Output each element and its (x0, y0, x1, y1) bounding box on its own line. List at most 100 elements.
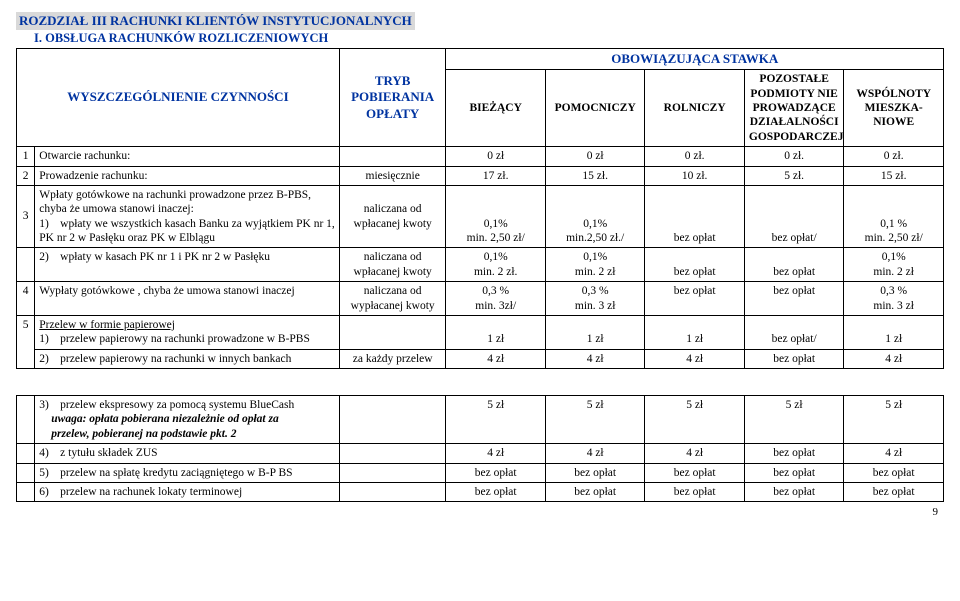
rate-cell: 0,1% min. 2 zł. (446, 248, 545, 282)
rate-cell: 0 zł. (844, 147, 944, 166)
row-num: 5 (17, 315, 35, 368)
table-row: 3) przelew ekspresowy za pomocą systemu … (17, 396, 944, 444)
spacer-row (17, 369, 944, 396)
rate-cell: 15 zł. (844, 166, 944, 185)
rate-cell: bez opłat (844, 482, 944, 501)
rate-cell: 0 zł (446, 147, 545, 166)
row-desc: 3) przelew ekspresowy za pomocą systemu … (35, 396, 340, 444)
rate-cell: 1 zł (645, 315, 744, 349)
row-mode (339, 315, 446, 349)
table-row: 2) przelew papierowy na rachunki w innyc… (17, 349, 944, 368)
rate-cell: bez opłat (446, 482, 545, 501)
header-pomocniczy: POMOCNICZY (545, 70, 644, 147)
rate-cell: 4 zł (645, 444, 744, 463)
row-mode: za każdy przelew (339, 349, 446, 368)
rate-cell: bez opłat (545, 463, 644, 482)
rate-cell: 0,3 % min. 3 zł (545, 282, 644, 316)
rate-cell: 4 zł (446, 444, 545, 463)
rate-cell: bez opłat (645, 185, 744, 248)
sub3-note-line2: przelew, pobieranej na podstawie pkt. 2 (51, 428, 236, 440)
row-num: 4 (17, 282, 35, 316)
sub-num: 1) (39, 217, 57, 231)
rate-cell: 0 zł (545, 147, 644, 166)
sub-desc: przelew papierowy na rachunki prowadzone… (60, 333, 310, 345)
row-mode: naliczana od wpłacanej kwoty (339, 185, 446, 248)
row-mode (339, 147, 446, 166)
rate-cell: bez opłat (744, 444, 843, 463)
page-number: 9 (16, 506, 944, 518)
rate-cell: 15 zł. (545, 166, 644, 185)
rate-cell: bez opłat (844, 463, 944, 482)
row-desc: Przelew w formie papierowej 1) przelew p… (35, 315, 340, 349)
section-title: ROZDZIAŁ III RACHUNKI KLIENTÓW INSTYTUCJ… (16, 12, 415, 30)
header-group: OBOWIĄZUJĄCA STAWKA (446, 49, 944, 70)
row-desc: Prowadzenie rachunku: (35, 166, 340, 185)
rate-cell: 0,1 % min. 2,50 zł/ (844, 185, 944, 248)
sub-num: 2) (39, 352, 57, 366)
row3-intro: Wpłaty gotówkowe na rachunki prowadzone … (39, 189, 311, 215)
row-desc: 2) przelew papierowy na rachunki w innyc… (35, 349, 340, 368)
row-num (17, 463, 35, 482)
sub-desc: z tytułu składek ZUS (60, 447, 157, 459)
rate-cell: 0,3 % min. 3zł/ (446, 282, 545, 316)
table-row: 6) przelew na rachunek lokaty terminowej… (17, 482, 944, 501)
rate-cell: bez opłat (645, 482, 744, 501)
rate-cell: bez opłat (645, 248, 744, 282)
sub-title: I. OBSŁUGA RACHUNKÓW ROZLICZENIOWYCH (34, 31, 944, 46)
row-mode (339, 482, 446, 501)
row-num (17, 396, 35, 444)
row-mode (339, 396, 446, 444)
row-num (17, 482, 35, 501)
sub-desc: wpłaty we wszystkich kasach Banku za wyj… (39, 218, 335, 244)
row5-title: Przelew w formie papierowej (39, 319, 175, 331)
table-row: 2 Prowadzenie rachunku: miesięcznie 17 z… (17, 166, 944, 185)
table-row: 1 Otwarcie rachunku: 0 zł 0 zł 0 zł. 0 z… (17, 147, 944, 166)
row-desc: 4) z tytułu składek ZUS (35, 444, 340, 463)
rate-cell: bez opłat/ (744, 185, 843, 248)
sub-num: 4) (39, 446, 57, 460)
rate-cell: bez opłat (744, 248, 843, 282)
sub-desc: wpłaty w kasach PK nr 1 i PK nr 2 w Pasł… (60, 251, 270, 263)
header-biezacy: BIEŻĄCY (446, 70, 545, 147)
row-mode: naliczana od wypłacanej kwoty (339, 282, 446, 316)
sub-num: 1) (39, 332, 57, 346)
row-mode (339, 463, 446, 482)
rate-cell: 5 zł (744, 396, 843, 444)
rate-cell: 17 zł. (446, 166, 545, 185)
header-rolniczy: ROLNICZY (645, 70, 744, 147)
rate-cell: bez opłat (744, 349, 843, 368)
table-row: 5) przelew na spłatę kredytu zaciągnięte… (17, 463, 944, 482)
rate-cell: 0,3 % min. 3 zł (844, 282, 944, 316)
rate-cell: 1 zł (446, 315, 545, 349)
header-pozostale: POZOSTAŁE PODMIOTY NIE PROWADZĄCE DZIAŁA… (744, 70, 843, 147)
rate-cell: bez opłat (744, 282, 843, 316)
row-mode: miesięcznie (339, 166, 446, 185)
rate-cell: 0 zł. (744, 147, 843, 166)
sub-num: 6) (39, 485, 57, 499)
rate-cell: 1 zł (545, 315, 644, 349)
header-desc: WYSZCZEGÓLNIENIE CZYNNOŚCI (17, 49, 340, 147)
rate-cell: 0,1% min. 2 zł (844, 248, 944, 282)
row-desc: 2) wpłaty w kasach PK nr 1 i PK nr 2 w P… (35, 248, 340, 282)
row-num: 1 (17, 147, 35, 166)
rate-cell: 5 zł. (744, 166, 843, 185)
row-desc: Wypłaty gotówkowe , chyba że umowa stano… (35, 282, 340, 316)
rate-cell: bez opłat (645, 463, 744, 482)
sub-desc: przelew na rachunek lokaty terminowej (60, 486, 242, 498)
rate-cell: bez opłat/ (744, 315, 843, 349)
table-row: 5 Przelew w formie papierowej 1) przelew… (17, 315, 944, 349)
row-desc: 5) przelew na spłatę kredytu zaciągnięte… (35, 463, 340, 482)
sub-num: 5) (39, 466, 57, 480)
row-desc: Wpłaty gotówkowe na rachunki prowadzone … (35, 185, 340, 248)
header-wspolnoty: WSPÓLNOTY MIESZKA-NIOWE (844, 70, 944, 147)
row-num: 2 (17, 166, 35, 185)
row-desc: Otwarcie rachunku: (35, 147, 340, 166)
sub-num: 3) (39, 398, 57, 412)
rate-cell: bez opłat (645, 282, 744, 316)
row-mode (339, 444, 446, 463)
rate-cell: bez opłat (744, 482, 843, 501)
row-num (17, 444, 35, 463)
rate-cell: 5 zł (645, 396, 744, 444)
table-row: 4) z tytułu składek ZUS 4 zł 4 zł 4 zł b… (17, 444, 944, 463)
rate-cell: 4 zł (844, 349, 944, 368)
